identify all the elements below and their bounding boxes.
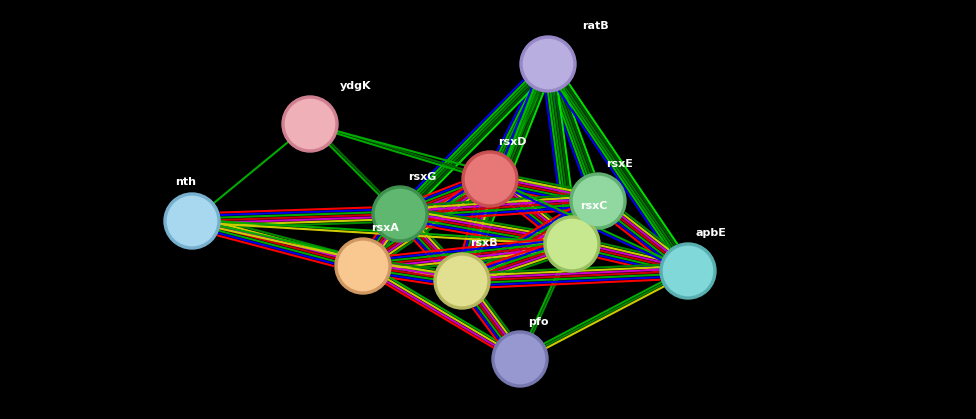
Circle shape [523, 39, 573, 89]
Circle shape [285, 99, 335, 149]
Text: rsxE: rsxE [606, 159, 632, 169]
Text: ratB: ratB [582, 21, 609, 31]
Text: pfo: pfo [528, 317, 549, 327]
Circle shape [339, 241, 387, 291]
Circle shape [434, 253, 490, 309]
Circle shape [335, 238, 391, 294]
Text: apbE: apbE [696, 228, 727, 238]
Circle shape [520, 36, 576, 92]
Circle shape [167, 197, 217, 246]
Text: nth: nth [175, 177, 196, 187]
Circle shape [544, 216, 600, 272]
Circle shape [548, 220, 596, 269]
Circle shape [466, 154, 514, 204]
Circle shape [282, 96, 338, 152]
Circle shape [660, 243, 716, 299]
Circle shape [376, 189, 425, 239]
Circle shape [462, 151, 518, 207]
Circle shape [664, 246, 712, 296]
Circle shape [372, 186, 428, 242]
Circle shape [570, 173, 626, 229]
Text: rsxA: rsxA [371, 223, 399, 233]
Circle shape [573, 176, 623, 226]
Circle shape [164, 193, 220, 249]
Circle shape [492, 331, 548, 387]
Text: rsxC: rsxC [580, 201, 607, 211]
Text: rsxB: rsxB [470, 238, 498, 248]
Text: rsxD: rsxD [498, 137, 526, 147]
Text: ydgK: ydgK [340, 81, 372, 91]
Text: rsxG: rsxG [408, 172, 436, 182]
Circle shape [496, 334, 545, 384]
Circle shape [437, 256, 487, 305]
